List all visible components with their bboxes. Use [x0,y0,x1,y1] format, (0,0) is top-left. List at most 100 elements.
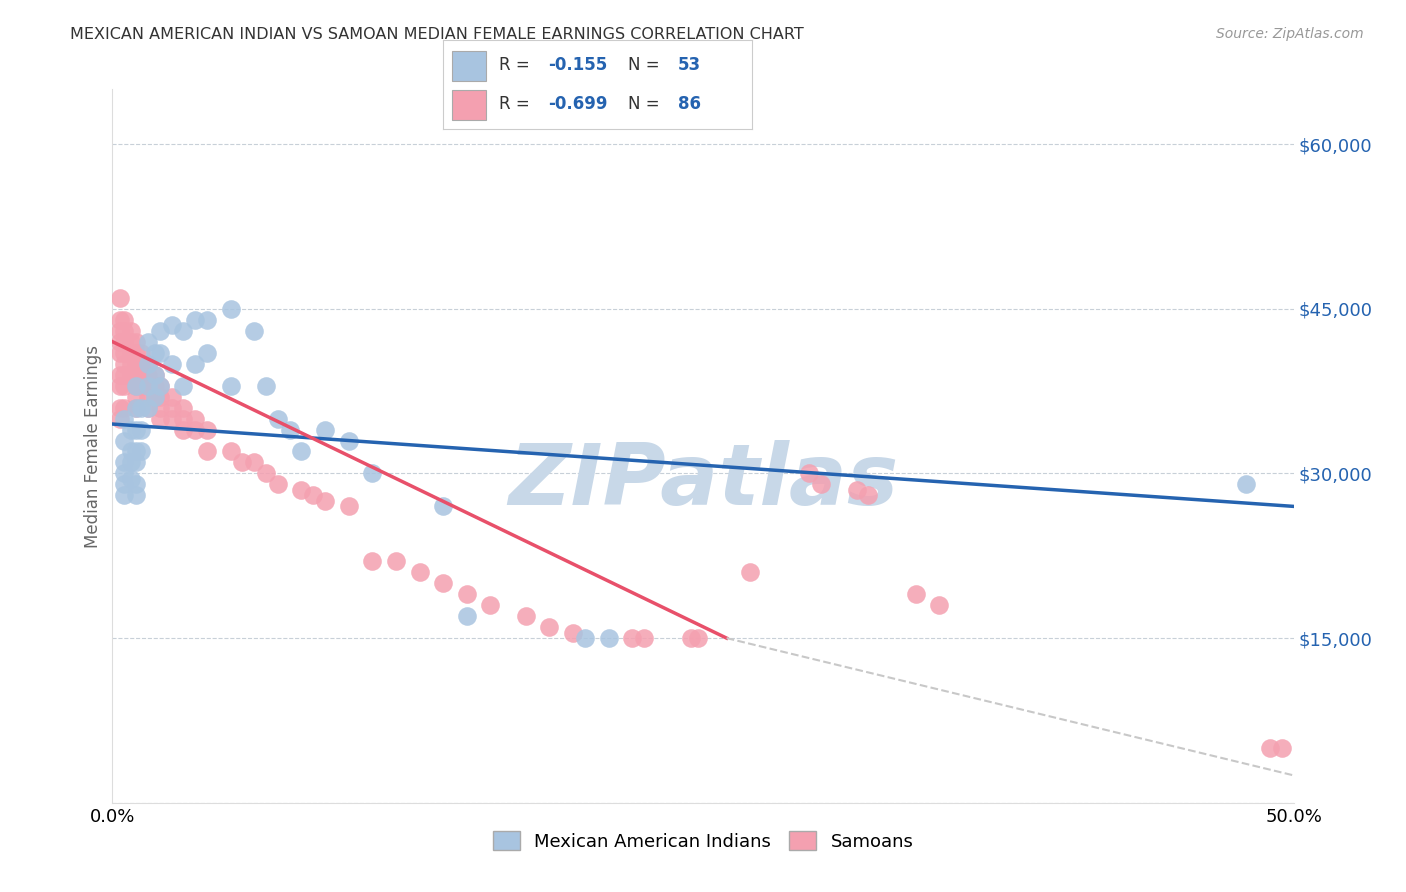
Point [120,444,142,458]
Point [688,631,710,645]
Point [633,631,655,645]
Point [125,477,148,491]
Point [231,455,253,469]
Point [184,312,207,326]
Point [136,401,159,415]
Point [160,318,183,333]
Point [172,423,194,437]
Point [120,423,142,437]
Point [278,423,301,437]
Point [184,423,207,437]
Point [129,357,152,371]
Point [112,488,135,502]
Point [112,467,135,481]
Point [337,434,360,448]
Point [456,587,478,601]
Point [1271,740,1294,755]
Point [108,345,131,359]
Point [538,620,561,634]
Point [1234,477,1257,491]
Point [172,378,194,392]
Point [810,477,832,491]
Point [149,378,172,392]
Point [112,455,135,469]
Y-axis label: Median Female Earnings: Median Female Earnings [84,344,103,548]
Point [108,401,131,415]
Point [195,312,218,326]
Point [267,477,290,491]
Point [125,444,148,458]
Point [143,345,166,359]
Text: ZIPatlas: ZIPatlas [508,440,898,524]
Point [125,378,148,392]
Point [149,345,172,359]
Point [172,324,194,338]
Point [136,357,159,371]
Point [125,357,148,371]
Point [136,390,159,404]
Point [136,334,159,349]
Point [254,467,277,481]
Point [149,401,172,415]
Point [219,378,242,392]
Point [172,401,194,415]
Point [681,631,703,645]
Point [125,488,148,502]
Point [136,378,159,392]
Point [136,368,159,382]
Point [845,483,868,497]
Point [302,488,325,502]
Point [432,500,454,514]
Point [160,357,183,371]
Legend: Mexican American Indians, Samoans: Mexican American Indians, Samoans [485,824,921,858]
Point [290,483,312,497]
Point [129,345,152,359]
Point [337,500,360,514]
Point [243,455,266,469]
Point [125,345,148,359]
Point [143,368,166,382]
Point [125,378,148,392]
Point [125,401,148,415]
Text: 86: 86 [678,95,702,113]
Point [160,390,183,404]
Text: R =: R = [499,95,534,113]
Text: 53: 53 [678,56,702,74]
Point [112,334,135,349]
Point [621,631,644,645]
Point [195,423,218,437]
Point [120,324,142,338]
Point [219,301,242,316]
Point [456,609,478,624]
Point [314,494,336,508]
FancyBboxPatch shape [453,90,486,120]
Point [112,434,135,448]
Point [184,357,207,371]
Point [314,423,336,437]
Point [112,312,135,326]
Text: N =: N = [628,56,665,74]
Point [125,334,148,349]
Point [112,345,135,359]
Point [112,401,135,415]
Point [112,357,135,371]
Point [562,625,585,640]
Point [740,566,762,580]
Point [112,411,135,425]
Point [160,411,183,425]
Point [112,378,135,392]
Text: MEXICAN AMERICAN INDIAN VS SAMOAN MEDIAN FEMALE EARNINGS CORRELATION CHART: MEXICAN AMERICAN INDIAN VS SAMOAN MEDIAN… [70,27,804,42]
Point [136,378,159,392]
Point [129,444,152,458]
Point [515,609,537,624]
Point [243,324,266,338]
Point [136,357,159,371]
Point [108,291,131,305]
Point [108,411,131,425]
Point [108,334,131,349]
Point [385,554,408,568]
Point [149,390,172,404]
Point [129,423,152,437]
Point [598,631,620,645]
Point [254,378,277,392]
